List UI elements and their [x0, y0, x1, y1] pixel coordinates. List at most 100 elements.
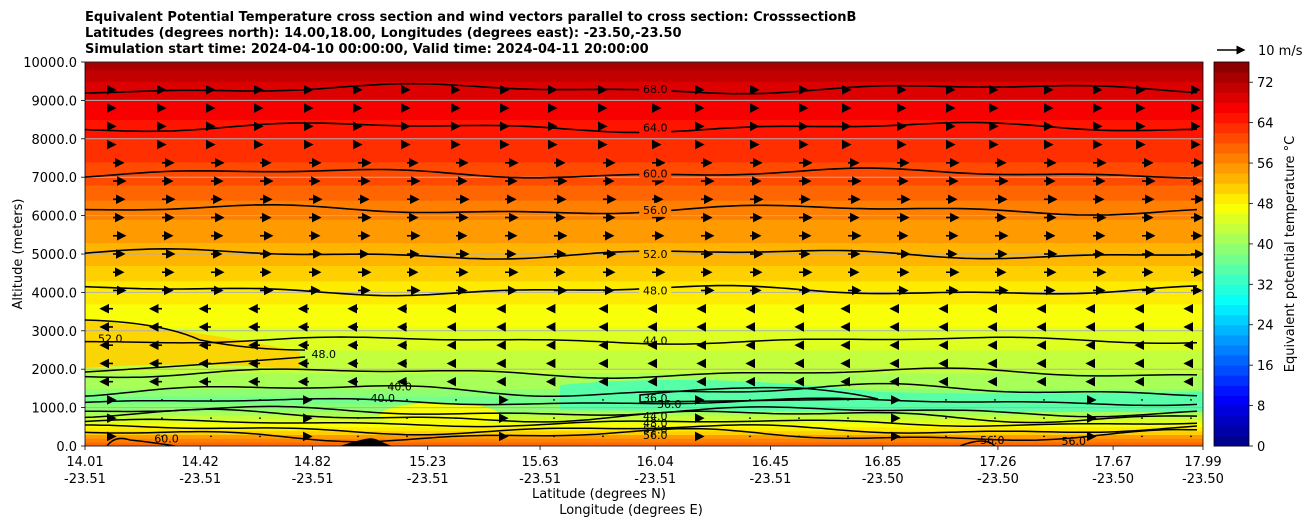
wind-vector [1141, 399, 1143, 401]
contour-label-52.0: 52.0 [643, 423, 668, 436]
x-tick-label-lon: -23.51 [292, 472, 334, 487]
x-tick-label-lon: -23.51 [64, 472, 106, 487]
y-tick-label: 5000.0 [32, 248, 78, 263]
fill-band [85, 280, 1203, 286]
fill-band [85, 326, 1203, 332]
wind-vector [1141, 417, 1143, 420]
wind-vector [210, 435, 212, 438]
colorbar-segment [1214, 365, 1249, 376]
x-tick-label-lat: 17.99 [1184, 455, 1221, 470]
wind-vector [651, 399, 653, 401]
colorbar-segment [1214, 344, 1249, 356]
fill-band [85, 100, 1203, 105]
wind-vector [945, 417, 947, 420]
x-tick-label-lat: 14.42 [182, 455, 219, 470]
colorbar-tick-label: 48 [1257, 197, 1274, 212]
contour-line-lower [85, 424, 1198, 436]
wind-vector [406, 417, 408, 420]
fill-band [85, 142, 1203, 147]
fill-band [85, 77, 1203, 82]
fill-band [85, 196, 1203, 201]
fill-band [85, 138, 1203, 144]
wind-vector [455, 435, 457, 438]
colorbar-segment [1214, 62, 1249, 73]
fill-band [85, 96, 1203, 101]
wind-vector [1190, 435, 1192, 438]
colorbar-segment [1214, 274, 1249, 285]
wind-vector [161, 417, 163, 420]
x-tick-label-lon: -23.51 [407, 472, 449, 487]
colorbar-segment [1214, 173, 1249, 184]
fill-band [85, 150, 1203, 155]
contour-label-64.0: 64.0 [643, 121, 668, 134]
contour-label-48.0: 48.0 [643, 417, 668, 430]
y-axis-title: Altitude (meters) [11, 199, 26, 310]
fill-band [85, 338, 1203, 343]
fill-band [85, 62, 1203, 67]
y-tick-label: 10000.0 [23, 56, 77, 71]
contour-line-lower [85, 427, 1198, 443]
colorbar-segment [1214, 355, 1249, 366]
contour-label-44.0: 44.0 [643, 334, 668, 347]
x-tick-label-lat: 17.26 [979, 455, 1016, 470]
fill-band [85, 146, 1203, 151]
x-tick-label-lon: -23.51 [179, 472, 221, 487]
fill-band [85, 353, 1203, 359]
wind-vector [749, 417, 751, 420]
fill-band [85, 373, 1203, 378]
contour-label-44.0: 44.0 [643, 410, 668, 423]
fill-pocket [560, 379, 1203, 412]
fill-band [85, 227, 1203, 232]
fill-band [85, 277, 1203, 282]
colorbar-segment [1214, 223, 1249, 235]
wind-vector [945, 399, 947, 401]
x-tick-label-lon: -23.51 [749, 472, 791, 487]
fill-band [85, 215, 1203, 220]
wind-vector [553, 417, 555, 420]
fill-band [85, 361, 1203, 366]
fill-band [85, 158, 1203, 163]
colorbar-tick-label: 8 [1257, 400, 1265, 415]
colorbar-segment [1214, 243, 1249, 255]
fill-band [85, 342, 1203, 347]
contour-label-48.0: 48.0 [312, 348, 337, 361]
wind-vector [357, 399, 359, 401]
colorbar-segment [1214, 183, 1249, 194]
wind-vector [553, 399, 555, 401]
terrain-hill [340, 438, 392, 446]
colorbar-segment [1214, 415, 1249, 427]
wind-vector [602, 435, 604, 438]
contour-line-lower [85, 367, 1198, 379]
fill-band [85, 415, 1203, 420]
colorbar-tick-label: 56 [1257, 157, 1274, 172]
fill-band [85, 65, 1203, 71]
quiver-key-label: 10 m/s [1258, 44, 1303, 59]
colorbar-frame [1213, 61, 1250, 447]
wind-vector [357, 417, 359, 420]
wind-vectors [99, 85, 1203, 442]
wind-vector [602, 399, 604, 401]
fill-band [85, 192, 1203, 197]
fill-pocket [380, 403, 500, 427]
colorbar [1214, 62, 1249, 447]
wind-vector [847, 417, 849, 420]
wind-vector [847, 399, 849, 401]
contour-label-60.0: 60.0 [643, 167, 668, 180]
colorbar-segment [1214, 203, 1249, 215]
fill-pocket [85, 320, 300, 370]
fill-band [85, 323, 1203, 328]
fill-band [85, 365, 1203, 370]
x-tick-label-lat: 14.01 [66, 455, 103, 470]
wind-vector [1190, 399, 1192, 401]
contour-label-52.0: 52.0 [98, 332, 123, 345]
colorbar-title: Equivalent potential temperature °C [1283, 136, 1298, 372]
colorbar-segment [1214, 193, 1249, 204]
fill-band [85, 346, 1203, 351]
wind-vector [1043, 417, 1045, 420]
y-tick-label: 7000.0 [32, 171, 78, 186]
contour-label-bg [639, 202, 672, 217]
fill-band [85, 200, 1203, 205]
contour-line-lower [85, 397, 1198, 407]
x-tick-label-lon: -23.51 [519, 472, 561, 487]
